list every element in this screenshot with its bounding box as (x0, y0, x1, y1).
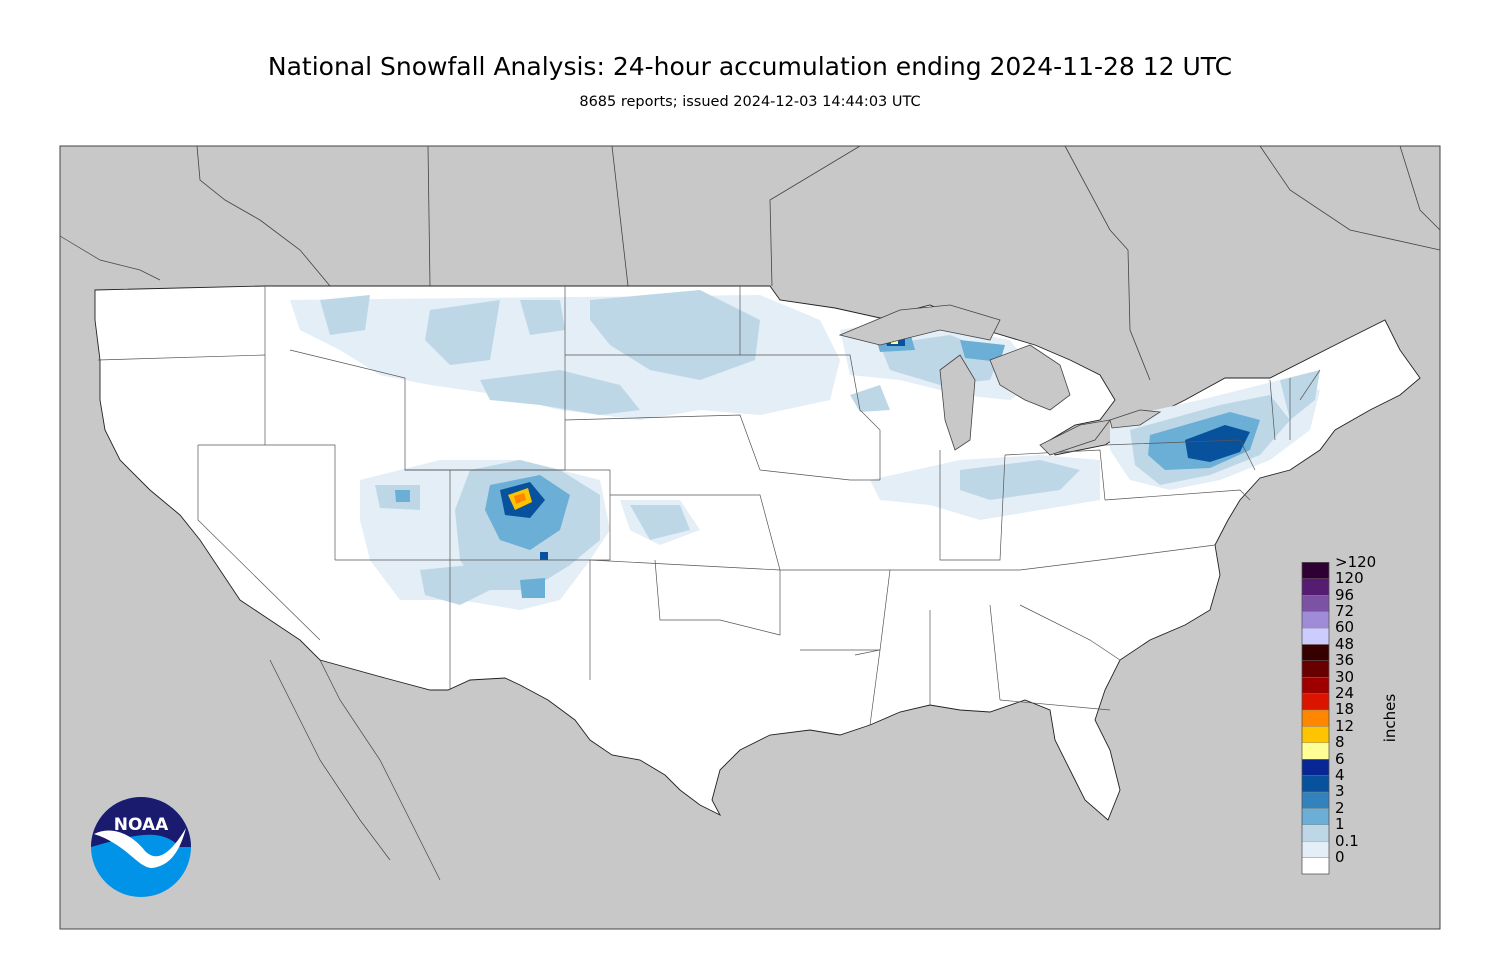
colorbar-tick-label: 120 (1335, 569, 1364, 588)
colorbar-bin (1301, 808, 1330, 826)
colorbar-bin (1301, 857, 1330, 875)
colorbar-tick-label: >120 (1335, 552, 1377, 571)
colorbar-tick-label: 96 (1335, 585, 1355, 604)
great-lakes (838, 304, 1162, 456)
colorbar-bin (1301, 693, 1330, 711)
colorbar-tick-label: 6 (1335, 749, 1345, 768)
colorbar-tick-label: 2 (1335, 798, 1345, 817)
colorbar-tick-label: 0.1 (1335, 831, 1359, 850)
colorbar-tick-label: 48 (1335, 634, 1355, 653)
seagull-icon (94, 828, 186, 868)
colorbar-units: inches (1381, 693, 1399, 743)
colorbar (1301, 562, 1330, 875)
colorbar-bin (1301, 562, 1330, 580)
colorbar-frame (1301, 562, 1330, 875)
colorbar-tick-label: 30 (1335, 667, 1355, 686)
logo-text: NOAA (114, 815, 169, 835)
state-boundaries (97, 286, 1321, 726)
colorbar-tick-label: 72 (1335, 602, 1355, 620)
colorbar-tick-label: 8 (1335, 733, 1345, 752)
colorbar-tick-label: 36 (1335, 651, 1355, 670)
colorbar-bin (1301, 578, 1330, 596)
colorbar-bin (1301, 660, 1330, 678)
colorbar-tick-label: 60 (1335, 618, 1355, 637)
colorbar-bin (1301, 824, 1330, 842)
colorbar-bin (1301, 726, 1330, 744)
colorbar-tick-label: 4 (1335, 766, 1345, 784)
colorbar-tick-label: 1 (1335, 815, 1345, 834)
colorbar-tick-label: 3 (1335, 782, 1345, 801)
noaa-logo: NOAA (91, 797, 191, 897)
colorbar-bin (1301, 611, 1330, 629)
colorbar-bin (1301, 595, 1330, 612)
colorbar-bin (1301, 791, 1330, 809)
canada-borders (196, 145, 1441, 381)
coastline-details (59, 235, 441, 881)
colorbar-tick-label: 24 (1335, 684, 1355, 702)
colorbar-bin (1301, 759, 1330, 776)
colorbar-bin (1301, 644, 1330, 662)
colorbar-tick-label: 0 (1335, 848, 1345, 866)
colorbar-bin (1301, 742, 1330, 760)
colorbar-bin (1301, 709, 1330, 727)
snow-moderate (320, 290, 1320, 605)
colorbar-tick-label: 18 (1335, 700, 1355, 719)
colorbar-bin (1301, 775, 1330, 793)
colorbar-bin (1301, 677, 1330, 694)
colorbar-tick-label: 12 (1335, 716, 1355, 735)
map-subtitle: 8685 reports; issued 2024-12-03 14:44:03… (579, 94, 921, 110)
map-title: National Snowfall Analysis: 24-hour accu… (267, 52, 1233, 81)
colorbar-bin (1301, 627, 1330, 645)
colorbar-bin (1301, 841, 1330, 858)
